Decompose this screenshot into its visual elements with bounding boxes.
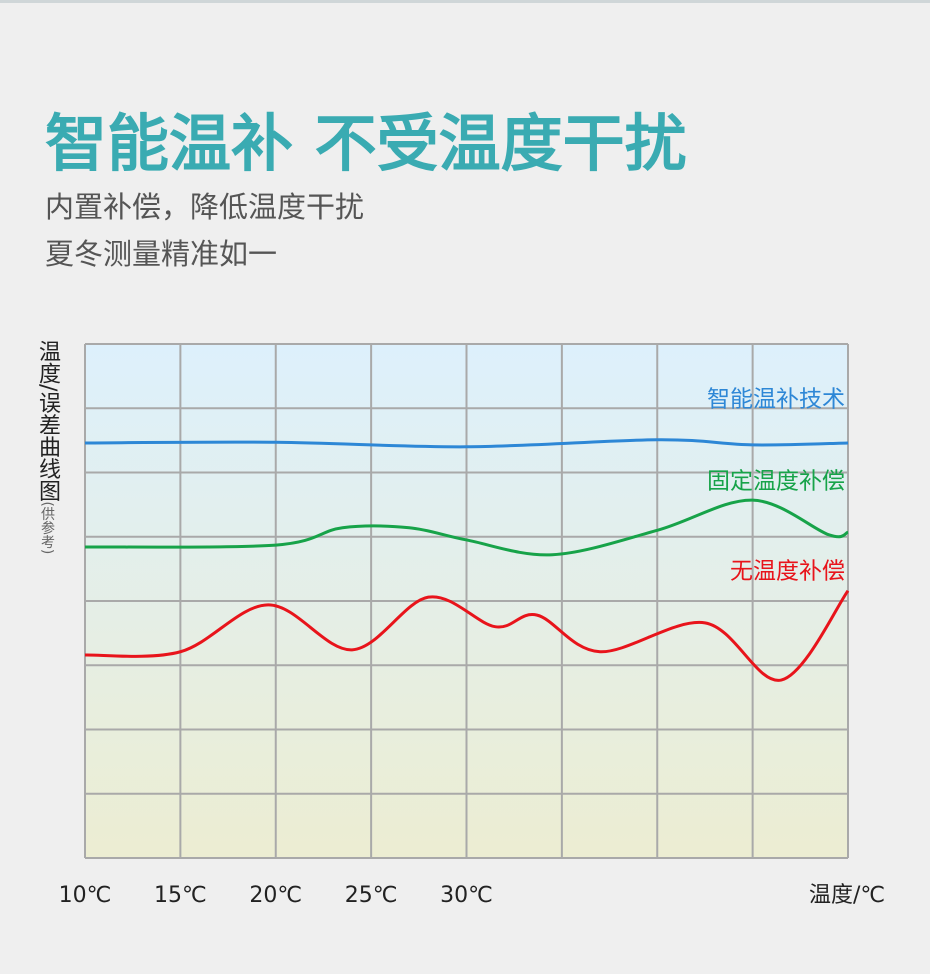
subtitle: 内置补偿，降低温度干扰 [45, 190, 364, 224]
series-label: 无温度补偿 [730, 559, 845, 585]
line-series [84, 438, 849, 449]
x-tick-label: 20℃ [249, 883, 302, 908]
x-tick-label: 30℃ [440, 883, 493, 908]
x-tick-label: 25℃ [345, 883, 398, 908]
y-axis-label: 温度/误差曲线图(供参考) [34, 340, 60, 554]
series-label: 固定温度补偿 [707, 469, 845, 495]
series-label: 智能温补技术 [707, 387, 845, 413]
line-series [84, 498, 849, 557]
title: 智能温补 不受温度干扰 [45, 107, 687, 180]
x-tick-label: 10℃ [59, 883, 112, 908]
x-tick-label: 15℃ [154, 883, 207, 908]
top-strip [0, 0, 930, 3]
y-label-note: (供参考) [39, 501, 55, 555]
x-axis-label: 温度/℃ [809, 883, 885, 908]
line-series [84, 589, 850, 682]
subtitle: 夏冬测量精准如一 [45, 237, 277, 271]
y-label-text: 温度/误差曲线图 [35, 340, 60, 502]
